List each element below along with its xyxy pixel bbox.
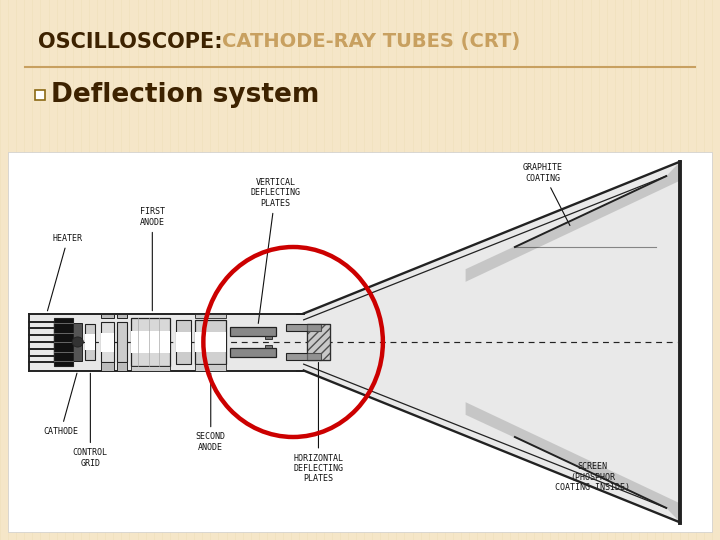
Bar: [131, 318, 170, 366]
Bar: [117, 362, 127, 370]
Bar: [35, 90, 45, 100]
Polygon shape: [466, 402, 680, 523]
Text: HEATER: HEATER: [48, 234, 83, 311]
Bar: [176, 320, 191, 364]
Bar: [73, 323, 82, 361]
Bar: [131, 366, 170, 370]
Text: Deflection system: Deflection system: [51, 82, 320, 108]
Text: FIRST
ANODE: FIRST ANODE: [140, 207, 165, 310]
Bar: [265, 336, 272, 340]
Bar: [230, 348, 276, 356]
Bar: [286, 323, 321, 330]
Bar: [286, 353, 321, 360]
Bar: [101, 362, 114, 370]
Circle shape: [72, 337, 84, 347]
Bar: [194, 332, 226, 352]
Bar: [86, 324, 95, 360]
Bar: [194, 314, 226, 318]
Text: VERTICAL
DEFLECTING
PLATES: VERTICAL DEFLECTING PLATES: [251, 178, 300, 323]
Bar: [117, 322, 127, 362]
Text: GRAPHITE
COATING: GRAPHITE COATING: [523, 163, 570, 226]
Text: CATHODE-RAY TUBES (CRT): CATHODE-RAY TUBES (CRT): [222, 32, 521, 51]
Bar: [131, 330, 170, 353]
Bar: [194, 364, 226, 370]
Polygon shape: [304, 161, 680, 523]
Bar: [101, 314, 114, 318]
Text: SCREEN
(PHOSPHOR
COATING INSIDE): SCREEN (PHOSPHOR COATING INSIDE): [555, 462, 630, 492]
Bar: [117, 314, 127, 318]
Text: HORIZONTAL
DEFLECTING
PLATES: HORIZONTAL DEFLECTING PLATES: [294, 362, 343, 483]
Bar: [307, 324, 330, 360]
Bar: [194, 320, 226, 364]
Bar: [101, 322, 114, 362]
Bar: [86, 334, 95, 349]
Polygon shape: [29, 314, 304, 370]
Bar: [307, 324, 330, 360]
Bar: [8, 152, 712, 532]
Bar: [230, 327, 276, 336]
Bar: [176, 332, 191, 352]
Polygon shape: [466, 161, 680, 282]
Text: OSCILLOSCOPE:: OSCILLOSCOPE:: [38, 32, 222, 52]
Bar: [265, 345, 272, 348]
Text: CATHODE: CATHODE: [43, 373, 78, 436]
Text: SECOND
ANODE: SECOND ANODE: [196, 373, 226, 451]
Bar: [101, 333, 114, 352]
Bar: [54, 318, 73, 366]
Text: CONTROL
GRID: CONTROL GRID: [73, 373, 108, 468]
